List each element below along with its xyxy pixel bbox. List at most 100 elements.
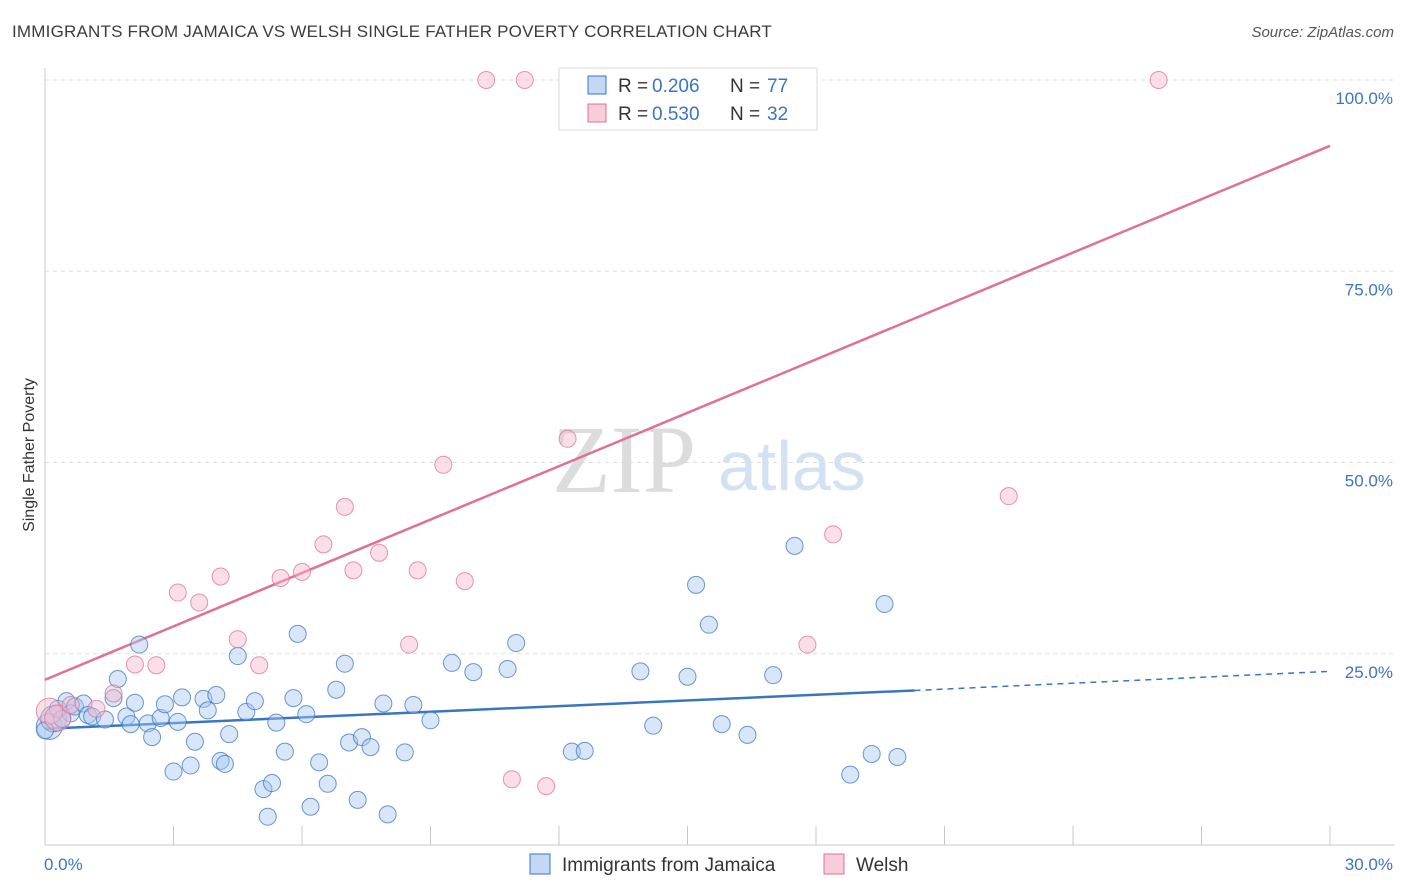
point-welsh xyxy=(271,569,290,588)
y-tick-label: 75.0% xyxy=(1345,280,1393,299)
point-jamaica xyxy=(678,667,697,686)
point-welsh xyxy=(44,704,72,732)
legend-r-value-1: 0.206 xyxy=(652,76,700,97)
point-jamaica xyxy=(297,705,316,724)
point-welsh xyxy=(190,593,209,612)
point-jamaica xyxy=(275,742,294,761)
point-jamaica xyxy=(507,634,526,653)
point-welsh xyxy=(1149,71,1168,89)
point-jamaica xyxy=(348,790,367,809)
point-jamaica xyxy=(862,744,881,763)
point-jamaica xyxy=(575,741,594,760)
legend-swatch-bottom-jamaica xyxy=(529,853,551,875)
point-jamaica xyxy=(35,712,63,740)
point-jamaica xyxy=(284,689,303,708)
point-welsh xyxy=(455,572,474,591)
point-jamaica xyxy=(173,688,192,707)
point-jamaica xyxy=(335,654,354,673)
point-jamaica xyxy=(164,762,183,781)
point-jamaica xyxy=(738,725,757,744)
legend-n-value-2: 32 xyxy=(767,104,788,125)
legend-n-label-2: N = xyxy=(730,104,760,125)
point-welsh xyxy=(515,71,534,89)
legend-r-label-1: R = xyxy=(618,76,648,97)
point-jamaica xyxy=(785,536,804,555)
legend-swatch-bottom-welsh xyxy=(823,853,845,875)
point-welsh xyxy=(250,656,269,675)
point-welsh xyxy=(293,562,311,581)
legend-n-label-1: N = xyxy=(730,76,760,97)
chart-title: IMMIGRANTS FROM JAMAICA VS WELSH SINGLE … xyxy=(12,22,772,41)
point-jamaica xyxy=(395,743,414,762)
point-jamaica xyxy=(712,715,731,734)
point-welsh xyxy=(999,487,1018,506)
point-jamaica xyxy=(442,653,461,672)
point-jamaica xyxy=(220,725,239,744)
y-tick-label: 100.0% xyxy=(1335,89,1393,108)
point-welsh xyxy=(537,777,556,796)
point-welsh xyxy=(125,655,144,674)
point-welsh xyxy=(408,561,427,580)
point-welsh xyxy=(61,696,80,715)
point-jamaica xyxy=(644,716,663,735)
point-jamaica xyxy=(130,635,149,654)
watermark: ZIP atlas xyxy=(552,406,866,513)
point-welsh xyxy=(558,429,577,448)
point-welsh xyxy=(228,630,247,649)
point-welsh xyxy=(35,697,63,725)
point-jamaica xyxy=(155,695,174,714)
point-jamaica xyxy=(631,662,650,681)
point-jamaica xyxy=(181,756,200,775)
trend-line-jamaica xyxy=(44,689,915,730)
points-jamaica xyxy=(35,536,907,826)
legend-r-value-2: 0.530 xyxy=(652,104,700,125)
point-jamaica xyxy=(687,575,706,594)
point-jamaica xyxy=(562,742,581,761)
point-welsh xyxy=(335,497,354,516)
point-jamaica xyxy=(378,805,397,824)
point-jamaica xyxy=(301,797,320,816)
point-welsh xyxy=(370,543,389,562)
point-jamaica xyxy=(143,728,162,747)
point-welsh xyxy=(824,525,843,544)
legend-swatch-welsh xyxy=(587,103,607,123)
point-jamaica xyxy=(245,692,264,711)
trend-lines xyxy=(44,144,1331,730)
y-tick-labels: 25.0% 50.0% 75.0% 100.0% xyxy=(1335,89,1393,682)
trend-line-jamaica-extension xyxy=(914,670,1331,692)
point-jamaica xyxy=(374,694,393,713)
y-tick-label: 25.0% xyxy=(1345,663,1393,682)
grid-lines xyxy=(45,79,1395,655)
legend-swatch-jamaica xyxy=(587,75,607,95)
point-jamaica xyxy=(498,660,517,679)
point-jamaica xyxy=(168,712,187,731)
x-tick-label-min: 0.0% xyxy=(44,855,83,874)
x-tick-label-max: 30.0% xyxy=(1345,855,1393,874)
x-tick-labels: 0.0% 30.0% xyxy=(44,855,1393,874)
point-jamaica xyxy=(404,696,423,715)
point-welsh xyxy=(104,684,123,703)
point-jamaica xyxy=(198,701,217,720)
y-tick-label: 50.0% xyxy=(1345,472,1393,491)
point-jamaica xyxy=(267,713,286,732)
point-jamaica xyxy=(464,663,483,682)
point-jamaica xyxy=(151,709,170,728)
point-welsh xyxy=(87,699,106,718)
point-jamaica xyxy=(875,595,894,614)
legend-label-jamaica: Immigrants from Jamaica xyxy=(562,855,776,876)
point-welsh xyxy=(314,535,333,554)
point-jamaica xyxy=(121,715,140,734)
point-jamaica xyxy=(258,807,277,826)
point-welsh xyxy=(211,567,230,586)
point-jamaica xyxy=(764,666,783,685)
point-welsh xyxy=(400,635,419,654)
point-jamaica xyxy=(104,689,123,708)
series-legend: Immigrants from Jamaica Welsh xyxy=(529,853,908,876)
point-jamaica xyxy=(108,669,127,688)
point-welsh xyxy=(344,561,363,580)
legend-n-value-1: 77 xyxy=(767,76,788,97)
point-jamaica xyxy=(888,748,907,767)
point-welsh xyxy=(477,71,496,89)
point-jamaica xyxy=(841,765,860,784)
